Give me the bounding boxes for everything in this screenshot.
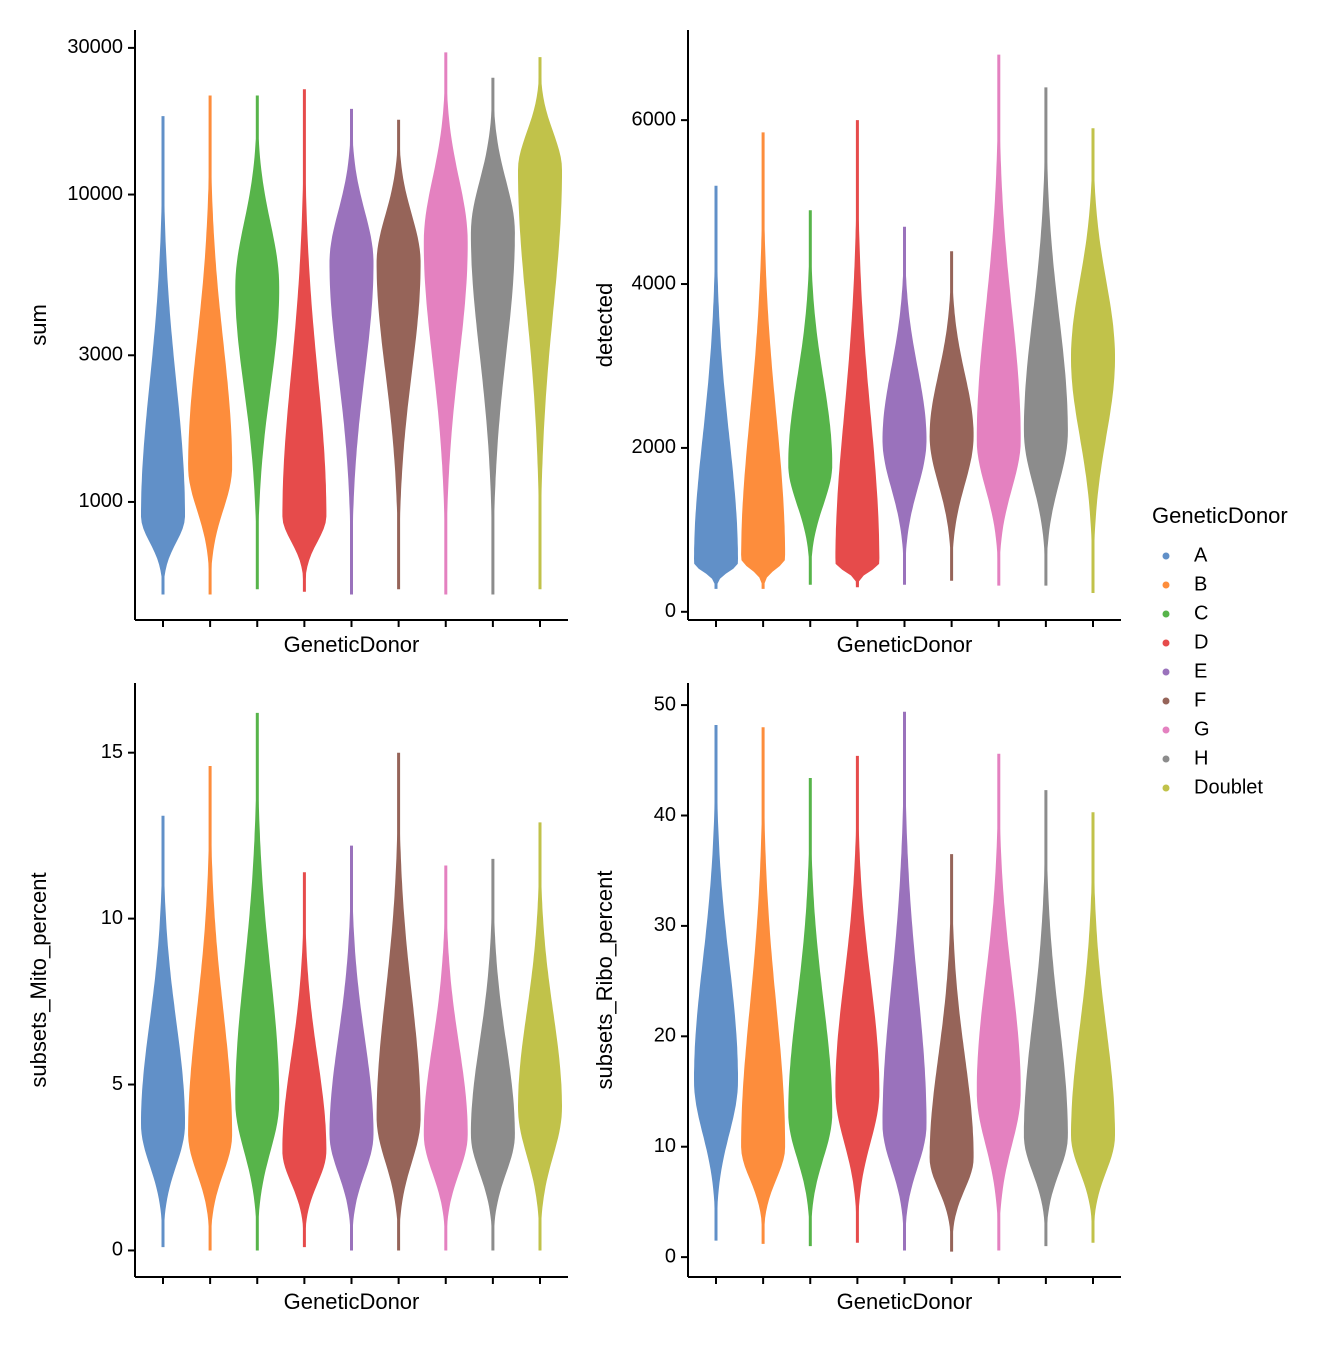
violin (976, 54, 1021, 586)
legend-swatch (1162, 552, 1170, 560)
violin (929, 251, 974, 581)
x-axis-label: GeneticDonor (837, 1289, 973, 1314)
violin (882, 226, 927, 585)
y-axis-label: detected (592, 283, 617, 367)
violin (694, 185, 738, 589)
violin (694, 725, 738, 1241)
violin (470, 858, 515, 1251)
violin (141, 116, 185, 595)
legend-label: A (1194, 544, 1208, 566)
violin (423, 52, 468, 595)
y-tick-label: 0 (665, 600, 676, 622)
violin (235, 712, 280, 1251)
y-tick-label: 20 (654, 1025, 676, 1047)
violin (282, 89, 327, 592)
y-tick-label: 0 (665, 1245, 676, 1267)
y-tick-label: 10 (654, 1135, 676, 1157)
y-tick-label: 15 (101, 741, 123, 763)
x-axis-label: GeneticDonor (284, 632, 420, 657)
y-tick-label: 30000 (67, 36, 123, 58)
violin (470, 77, 515, 595)
legend-label: Doublet (1194, 776, 1263, 798)
violin (376, 752, 421, 1251)
violin (518, 822, 562, 1251)
legend-swatch (1162, 668, 1170, 676)
violin (329, 845, 374, 1251)
legend-swatch (1162, 755, 1170, 763)
violin (235, 95, 280, 590)
y-tick-label: 0 (112, 1239, 123, 1261)
violin (329, 108, 374, 595)
violin (741, 727, 786, 1244)
y-tick-label: 30 (654, 914, 676, 936)
y-tick-label: 5 (112, 1073, 123, 1095)
violin (882, 711, 927, 1251)
legend-label: B (1194, 573, 1207, 595)
x-axis-label: GeneticDonor (284, 1289, 420, 1314)
violin (929, 854, 974, 1252)
violin (1071, 128, 1115, 594)
legend-swatch (1162, 581, 1170, 589)
y-tick-label: 3000 (79, 344, 124, 366)
legend-title: GeneticDonor (1152, 503, 1288, 528)
legend-swatch (1162, 697, 1170, 705)
violin (835, 120, 880, 588)
violin (976, 753, 1021, 1251)
legend-swatch (1162, 639, 1170, 647)
violin (1023, 87, 1068, 586)
violin (188, 766, 233, 1251)
violin (741, 132, 786, 589)
y-tick-label: 4000 (632, 272, 677, 294)
legend-label: E (1194, 660, 1207, 682)
violin (282, 872, 327, 1248)
y-axis-label: subsets_Ribo_percent (592, 871, 617, 1090)
y-tick-label: 2000 (632, 436, 677, 458)
legend-label: G (1194, 718, 1210, 740)
legend-swatch (1162, 726, 1170, 734)
y-axis-label: sum (26, 304, 51, 346)
y-tick-label: 6000 (632, 108, 677, 130)
violin (1023, 790, 1068, 1247)
legend-label: C (1194, 602, 1208, 624)
legend-label: H (1194, 747, 1208, 769)
x-axis-label: GeneticDonor (837, 632, 973, 657)
y-tick-label: 10000 (67, 183, 123, 205)
violin (788, 778, 833, 1247)
legend-label: D (1194, 631, 1208, 653)
violin (423, 865, 468, 1251)
y-tick-label: 50 (654, 693, 676, 715)
legend-label: F (1194, 689, 1206, 711)
y-axis-label: subsets_Mito_percent (26, 872, 51, 1087)
violin (788, 210, 833, 585)
legend-swatch (1162, 610, 1170, 618)
violin (518, 57, 562, 590)
violin (141, 815, 185, 1248)
y-tick-label: 10 (101, 907, 123, 929)
legend-swatch (1162, 784, 1170, 792)
violin (188, 95, 233, 595)
violin (835, 755, 880, 1243)
y-tick-label: 40 (654, 804, 676, 826)
violin (376, 119, 421, 590)
violin (1071, 812, 1115, 1243)
y-tick-label: 1000 (79, 490, 124, 512)
